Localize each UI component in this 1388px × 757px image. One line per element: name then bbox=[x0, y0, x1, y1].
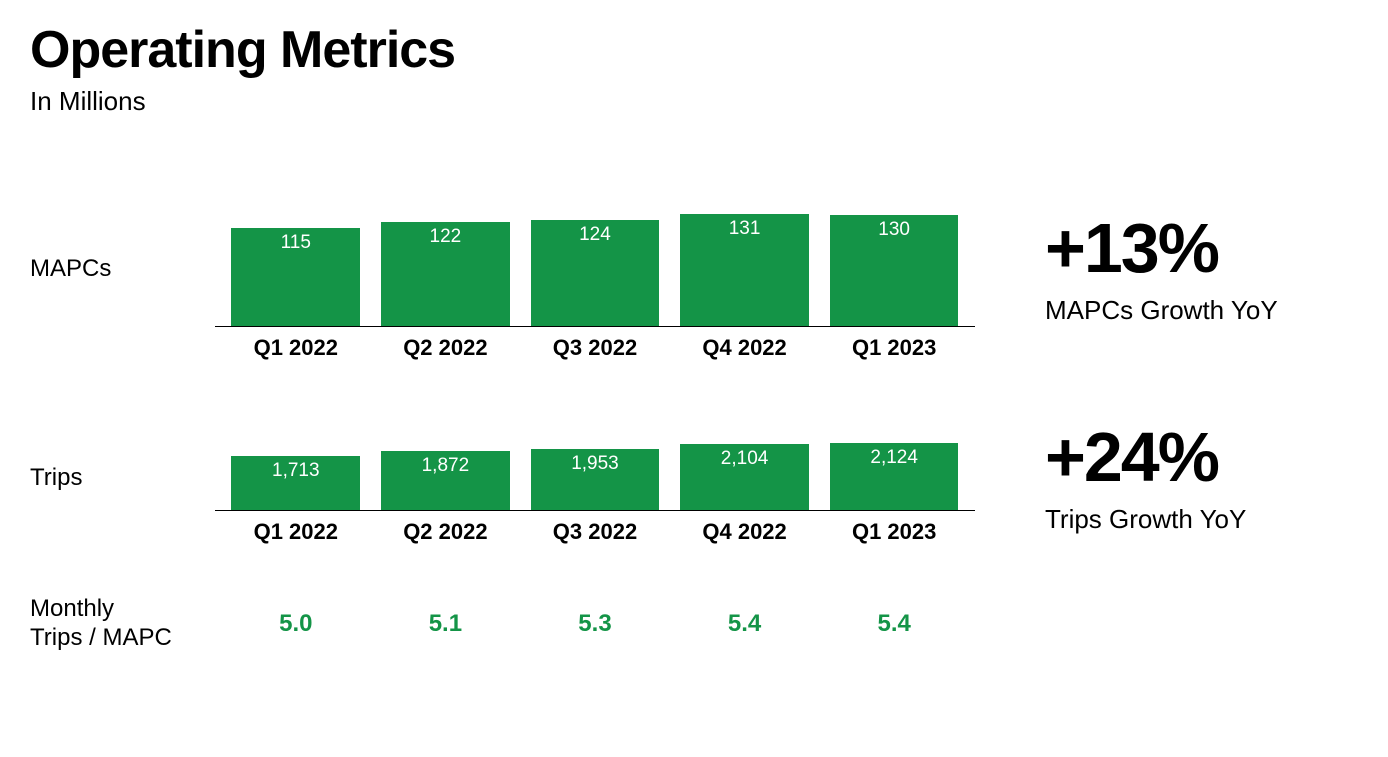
xaxis-label: Q1 2022 bbox=[221, 519, 371, 545]
page-title: Operating Metrics bbox=[30, 20, 1358, 80]
xaxis-label: Q1 2022 bbox=[221, 335, 371, 361]
ratio-value: 5.3 bbox=[520, 610, 670, 638]
mapcs-bar-slot: 124 bbox=[520, 177, 670, 326]
mapcs-bar-value: 122 bbox=[430, 226, 462, 248]
mapcs-kpi-big: +13% bbox=[1045, 213, 1358, 283]
trips-label: Trips bbox=[30, 464, 215, 492]
mapcs-bar-value: 124 bbox=[579, 224, 611, 246]
trips-bar-slot: 1,953 bbox=[520, 411, 670, 510]
mapcs-bar: 122 bbox=[381, 222, 510, 326]
mapcs-xaxis: Q1 2022Q2 2022Q3 2022Q4 2022Q1 2023 bbox=[215, 327, 975, 361]
xaxis-label: Q3 2022 bbox=[520, 335, 670, 361]
ratio-row: MonthlyTrips / MAPC 5.05.15.35.45.4 bbox=[30, 595, 1358, 653]
xaxis-label: Q1 2023 bbox=[819, 335, 969, 361]
xaxis-label: Q2 2022 bbox=[371, 519, 521, 545]
mapcs-bars-area: 115 122 124 131 130 bbox=[215, 177, 975, 327]
mapcs-bar-slot: 130 bbox=[819, 177, 969, 326]
page-subtitle: In Millions bbox=[30, 86, 1358, 117]
trips-kpi: +24% Trips Growth YoY bbox=[975, 422, 1358, 535]
trips-bar-slot: 1,713 bbox=[221, 411, 371, 510]
mapcs-bar-value: 131 bbox=[729, 218, 761, 240]
mapcs-kpi-sub: MAPCs Growth YoY bbox=[1045, 295, 1358, 326]
xaxis-label: Q4 2022 bbox=[670, 519, 820, 545]
trips-bar: 2,104 bbox=[680, 444, 809, 510]
mapcs-bar-value: 115 bbox=[281, 232, 311, 254]
mapcs-bar: 131 bbox=[680, 214, 809, 326]
trips-bar-value: 2,124 bbox=[870, 447, 918, 469]
trips-bar: 1,872 bbox=[381, 451, 510, 510]
trips-bar-slot: 1,872 bbox=[371, 411, 521, 510]
mapcs-label: MAPCs bbox=[30, 255, 215, 283]
ratio-value: 5.1 bbox=[371, 610, 521, 638]
trips-bar-value: 1,872 bbox=[422, 455, 470, 477]
trips-bar-value: 1,713 bbox=[272, 460, 320, 482]
mapcs-bar: 115 bbox=[231, 228, 360, 326]
ratio-value: 5.4 bbox=[670, 610, 820, 638]
mapcs-kpi: +13% MAPCs Growth YoY bbox=[975, 213, 1358, 326]
mapcs-row: MAPCs 115 122 124 131 130 Q1 2022Q2 2022Q3 202… bbox=[30, 177, 1358, 361]
trips-row: Trips 1,713 1,872 1,953 2,104 2,124 Q1 2022Q2 … bbox=[30, 411, 1358, 545]
mapcs-bar-slot: 131 bbox=[670, 177, 820, 326]
mapcs-bar: 130 bbox=[830, 215, 959, 326]
mapcs-bar-slot: 115 bbox=[221, 177, 371, 326]
trips-kpi-sub: Trips Growth YoY bbox=[1045, 504, 1358, 535]
trips-xaxis: Q1 2022Q2 2022Q3 2022Q4 2022Q1 2023 bbox=[215, 511, 975, 545]
mapcs-bar-slot: 122 bbox=[371, 177, 521, 326]
ratio-value: 5.0 bbox=[221, 610, 371, 638]
trips-bar-slot: 2,124 bbox=[819, 411, 969, 510]
ratio-label: MonthlyTrips / MAPC bbox=[30, 595, 215, 653]
trips-bar: 1,953 bbox=[531, 449, 660, 510]
trips-bar-value: 2,104 bbox=[721, 448, 769, 470]
trips-bar: 2,124 bbox=[830, 443, 959, 510]
xaxis-label: Q2 2022 bbox=[371, 335, 521, 361]
mapcs-chart: 115 122 124 131 130 Q1 2022Q2 2022Q3 2022Q4 2… bbox=[215, 177, 975, 361]
trips-bar-value: 1,953 bbox=[571, 453, 619, 475]
trips-bar-slot: 2,104 bbox=[670, 411, 820, 510]
trips-bars-area: 1,713 1,872 1,953 2,104 2,124 bbox=[215, 411, 975, 511]
mapcs-bar: 124 bbox=[531, 220, 660, 326]
ratio-value: 5.4 bbox=[819, 610, 969, 638]
trips-kpi-big: +24% bbox=[1045, 422, 1358, 492]
xaxis-label: Q4 2022 bbox=[670, 335, 820, 361]
xaxis-label: Q3 2022 bbox=[520, 519, 670, 545]
ratio-values: 5.05.15.35.45.4 bbox=[215, 610, 975, 638]
trips-bar: 1,713 bbox=[231, 456, 360, 510]
xaxis-label: Q1 2023 bbox=[819, 519, 969, 545]
trips-chart: 1,7131,8721,9532,1042,124Q1 2022Q2 2022Q… bbox=[215, 411, 975, 545]
mapcs-bar-value: 130 bbox=[878, 219, 910, 241]
